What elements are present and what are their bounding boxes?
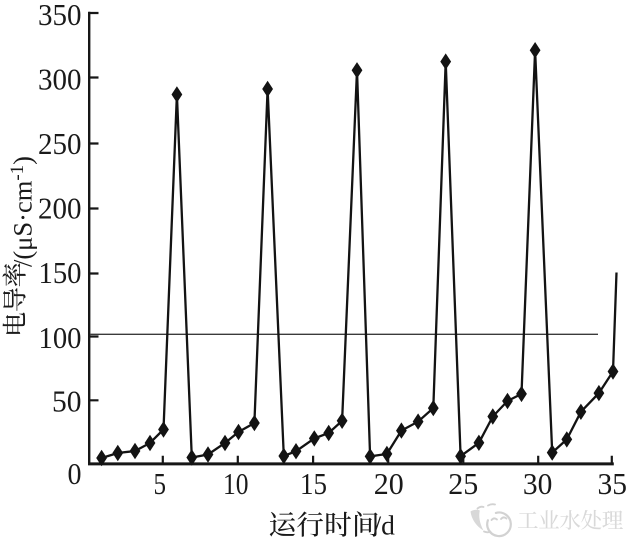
- svg-text:30: 30: [523, 466, 553, 501]
- svg-text:20: 20: [374, 466, 404, 501]
- svg-text:/d: /d: [374, 510, 396, 541]
- svg-text:35: 35: [598, 466, 628, 501]
- svg-text:100: 100: [39, 320, 82, 355]
- svg-text:300: 300: [38, 62, 82, 97]
- svg-text:150: 150: [39, 255, 82, 290]
- svg-text:50: 50: [52, 384, 82, 419]
- svg-text:250: 250: [38, 126, 82, 161]
- svg-text:5: 5: [154, 466, 167, 501]
- svg-text:10: 10: [223, 466, 249, 501]
- svg-text:350: 350: [38, 0, 82, 32]
- svg-text:200: 200: [38, 190, 82, 225]
- svg-text:15: 15: [300, 466, 327, 501]
- svg-text:25: 25: [448, 466, 478, 501]
- svg-text:0: 0: [68, 456, 82, 491]
